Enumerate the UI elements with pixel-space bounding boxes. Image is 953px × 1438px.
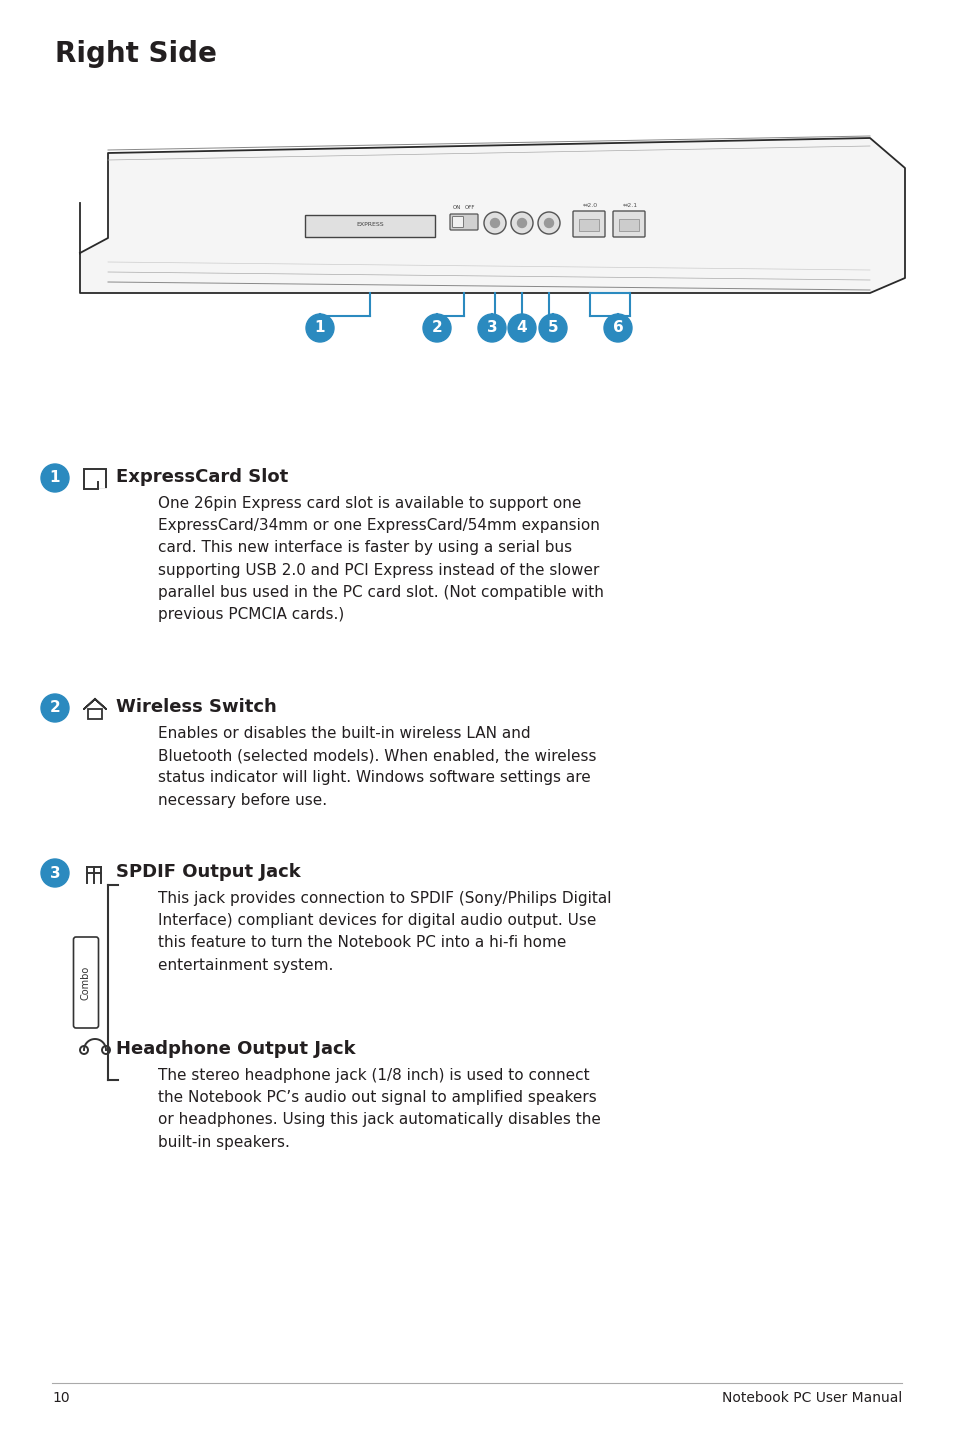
- Circle shape: [603, 313, 631, 342]
- Text: Combo: Combo: [81, 965, 91, 999]
- Circle shape: [422, 313, 451, 342]
- Text: OFF: OFF: [464, 206, 475, 210]
- Text: 10: 10: [52, 1391, 70, 1405]
- Circle shape: [41, 858, 69, 887]
- Text: Wireless Switch: Wireless Switch: [116, 697, 276, 716]
- Text: 3: 3: [50, 866, 60, 880]
- Circle shape: [511, 211, 533, 234]
- Text: This jack provides connection to SPDIF (Sony/Philips Digital
Interface) complian: This jack provides connection to SPDIF (…: [158, 892, 611, 972]
- FancyBboxPatch shape: [305, 216, 435, 237]
- FancyBboxPatch shape: [618, 219, 639, 232]
- Text: 1: 1: [50, 470, 60, 486]
- FancyBboxPatch shape: [613, 211, 644, 237]
- FancyBboxPatch shape: [573, 211, 604, 237]
- Text: 4: 4: [517, 321, 527, 335]
- FancyBboxPatch shape: [73, 938, 98, 1028]
- Circle shape: [538, 313, 566, 342]
- Text: ⇔2.1: ⇔2.1: [621, 203, 637, 209]
- Text: 5: 5: [547, 321, 558, 335]
- Text: The stereo headphone jack (1/8 inch) is used to connect
the Notebook PC’s audio : The stereo headphone jack (1/8 inch) is …: [158, 1068, 600, 1149]
- Circle shape: [490, 219, 499, 227]
- Text: Enables or disables the built-in wireless LAN and
Bluetooth (selected models). W: Enables or disables the built-in wireles…: [158, 726, 596, 808]
- Circle shape: [41, 464, 69, 492]
- Text: 2: 2: [431, 321, 442, 335]
- FancyBboxPatch shape: [450, 214, 477, 230]
- Circle shape: [483, 211, 505, 234]
- FancyBboxPatch shape: [452, 217, 463, 227]
- Text: ON: ON: [453, 206, 460, 210]
- Circle shape: [517, 219, 526, 227]
- Text: 3: 3: [486, 321, 497, 335]
- Circle shape: [477, 313, 505, 342]
- Text: Headphone Output Jack: Headphone Output Jack: [116, 1040, 355, 1058]
- Circle shape: [537, 211, 559, 234]
- Text: 1: 1: [314, 321, 325, 335]
- Circle shape: [306, 313, 334, 342]
- Text: ⇔2.0: ⇔2.0: [582, 203, 597, 209]
- Text: EXPRESS: EXPRESS: [355, 223, 383, 227]
- Text: ExpressCard Slot: ExpressCard Slot: [116, 467, 288, 486]
- Circle shape: [507, 313, 536, 342]
- Text: SPDIF Output Jack: SPDIF Output Jack: [116, 863, 300, 881]
- Circle shape: [41, 695, 69, 722]
- Circle shape: [544, 219, 553, 227]
- Text: Right Side: Right Side: [55, 40, 216, 68]
- Text: 2: 2: [50, 700, 60, 716]
- Text: One 26pin Express card slot is available to support one
ExpressCard/34mm or one : One 26pin Express card slot is available…: [158, 496, 603, 623]
- Text: 6: 6: [612, 321, 622, 335]
- Polygon shape: [80, 138, 904, 293]
- Text: Notebook PC User Manual: Notebook PC User Manual: [721, 1391, 901, 1405]
- FancyBboxPatch shape: [578, 219, 598, 232]
